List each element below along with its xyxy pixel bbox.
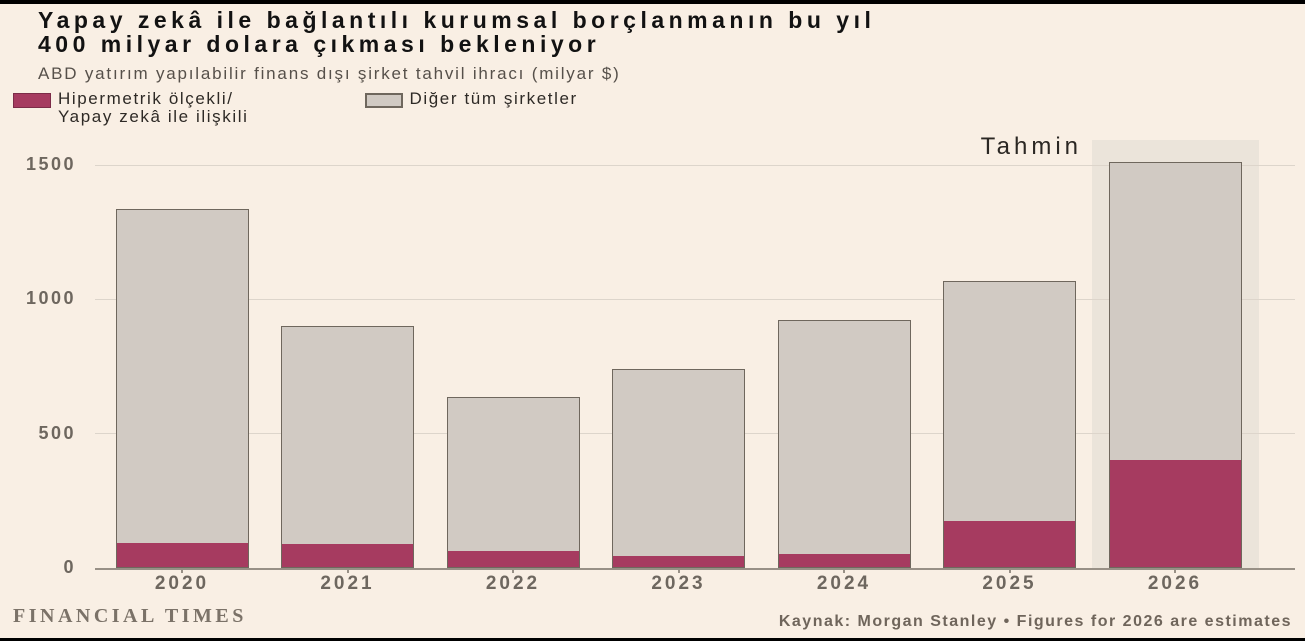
bar-2025-ai-segment xyxy=(944,521,1075,567)
bar-2020 xyxy=(115,209,249,568)
bar-2025 xyxy=(943,281,1076,568)
bar-2021-ai-segment xyxy=(282,544,413,567)
x-tick-2024 xyxy=(843,568,845,573)
x-tick-2025 xyxy=(1008,568,1011,573)
bar-2024 xyxy=(777,320,911,568)
x-tick-2022 xyxy=(512,568,514,573)
legend-label-ai-line1: Hipermetrik ölçekli/ xyxy=(58,89,234,108)
chart-header: Yapay zekâ ile bağlantılı kurumsal borçl… xyxy=(38,8,875,84)
chart-legend: Hipermetrik ölçekli/Yapay zekâ ile ilişk… xyxy=(13,90,578,126)
x-tick-label-2021: 2021 xyxy=(320,573,375,594)
bar-2022 xyxy=(446,397,580,568)
legend-label-other: Diğer tüm şirketler xyxy=(409,89,578,108)
source-note: Kaynak: Morgan Stanley • Figures for 202… xyxy=(778,613,1292,630)
bar-2023 xyxy=(612,369,745,568)
forecast-label: Tahmin xyxy=(980,133,1082,160)
x-tick-2023 xyxy=(677,568,680,573)
bar-2023-ai-segment xyxy=(613,556,744,567)
x-tick-2026 xyxy=(1174,568,1176,573)
x-tick-2021 xyxy=(346,568,349,573)
plot-area: Tahmin 0 500 1000 1500 xyxy=(0,131,1305,577)
chart-title-line1: Yapay zekâ ile bağlantılı kurumsal borçl… xyxy=(38,7,876,33)
chart-title-line2: 400 milyar dolara çıkması bekleniyor xyxy=(38,31,601,57)
y-tick-label-500: 500 xyxy=(38,422,76,443)
legend-swatch-other xyxy=(364,93,403,108)
x-tick-label-2023: 2023 xyxy=(651,573,706,594)
bottom-edge-strip xyxy=(0,638,1305,641)
legend-item-other: Diğer tüm şirketler xyxy=(364,89,578,108)
legend-item-ai: Hipermetrik ölçekli/Yapay zekâ ile ilişk… xyxy=(13,90,249,126)
bar-2021 xyxy=(281,326,414,568)
y-tick-label-1000: 1000 xyxy=(25,288,76,309)
top-edge-strip xyxy=(0,0,1305,4)
chart-subtitle: ABD yatırım yapılabilir finans dışı şirk… xyxy=(38,64,621,83)
gridline-1500 xyxy=(95,164,1295,166)
legend-swatch-ai xyxy=(13,93,51,108)
x-tick-label-2026: 2026 xyxy=(1147,573,1203,594)
legend-label-ai-line2: Yapay zekâ ile ilişkili xyxy=(58,107,249,126)
y-tick-label-0: 0 xyxy=(63,557,76,577)
bar-2020-ai-segment xyxy=(116,543,248,567)
gridline-1000 xyxy=(95,298,1295,300)
x-tick-label-2024: 2024 xyxy=(816,573,872,594)
bar-2024-ai-segment xyxy=(778,554,910,567)
x-tick-label-2020: 2020 xyxy=(154,573,210,594)
bar-2026 xyxy=(1108,162,1242,568)
x-tick-2020 xyxy=(181,568,183,573)
bar-2022-ai-segment xyxy=(447,551,579,567)
x-tick-label-2022: 2022 xyxy=(485,573,541,594)
x-tick-label-2025: 2025 xyxy=(982,573,1037,594)
bar-2026-ai-segment xyxy=(1109,460,1241,567)
legend-label-ai: Hipermetrik ölçekli/Yapay zekâ ile ilişk… xyxy=(58,90,249,126)
ft-logo: FINANCIAL TIMES xyxy=(13,605,247,627)
x-axis-line xyxy=(95,568,1295,570)
y-tick-label-1500: 1500 xyxy=(25,154,76,175)
chart-title: Yapay zekâ ile bağlantılı kurumsal borçl… xyxy=(38,8,875,56)
